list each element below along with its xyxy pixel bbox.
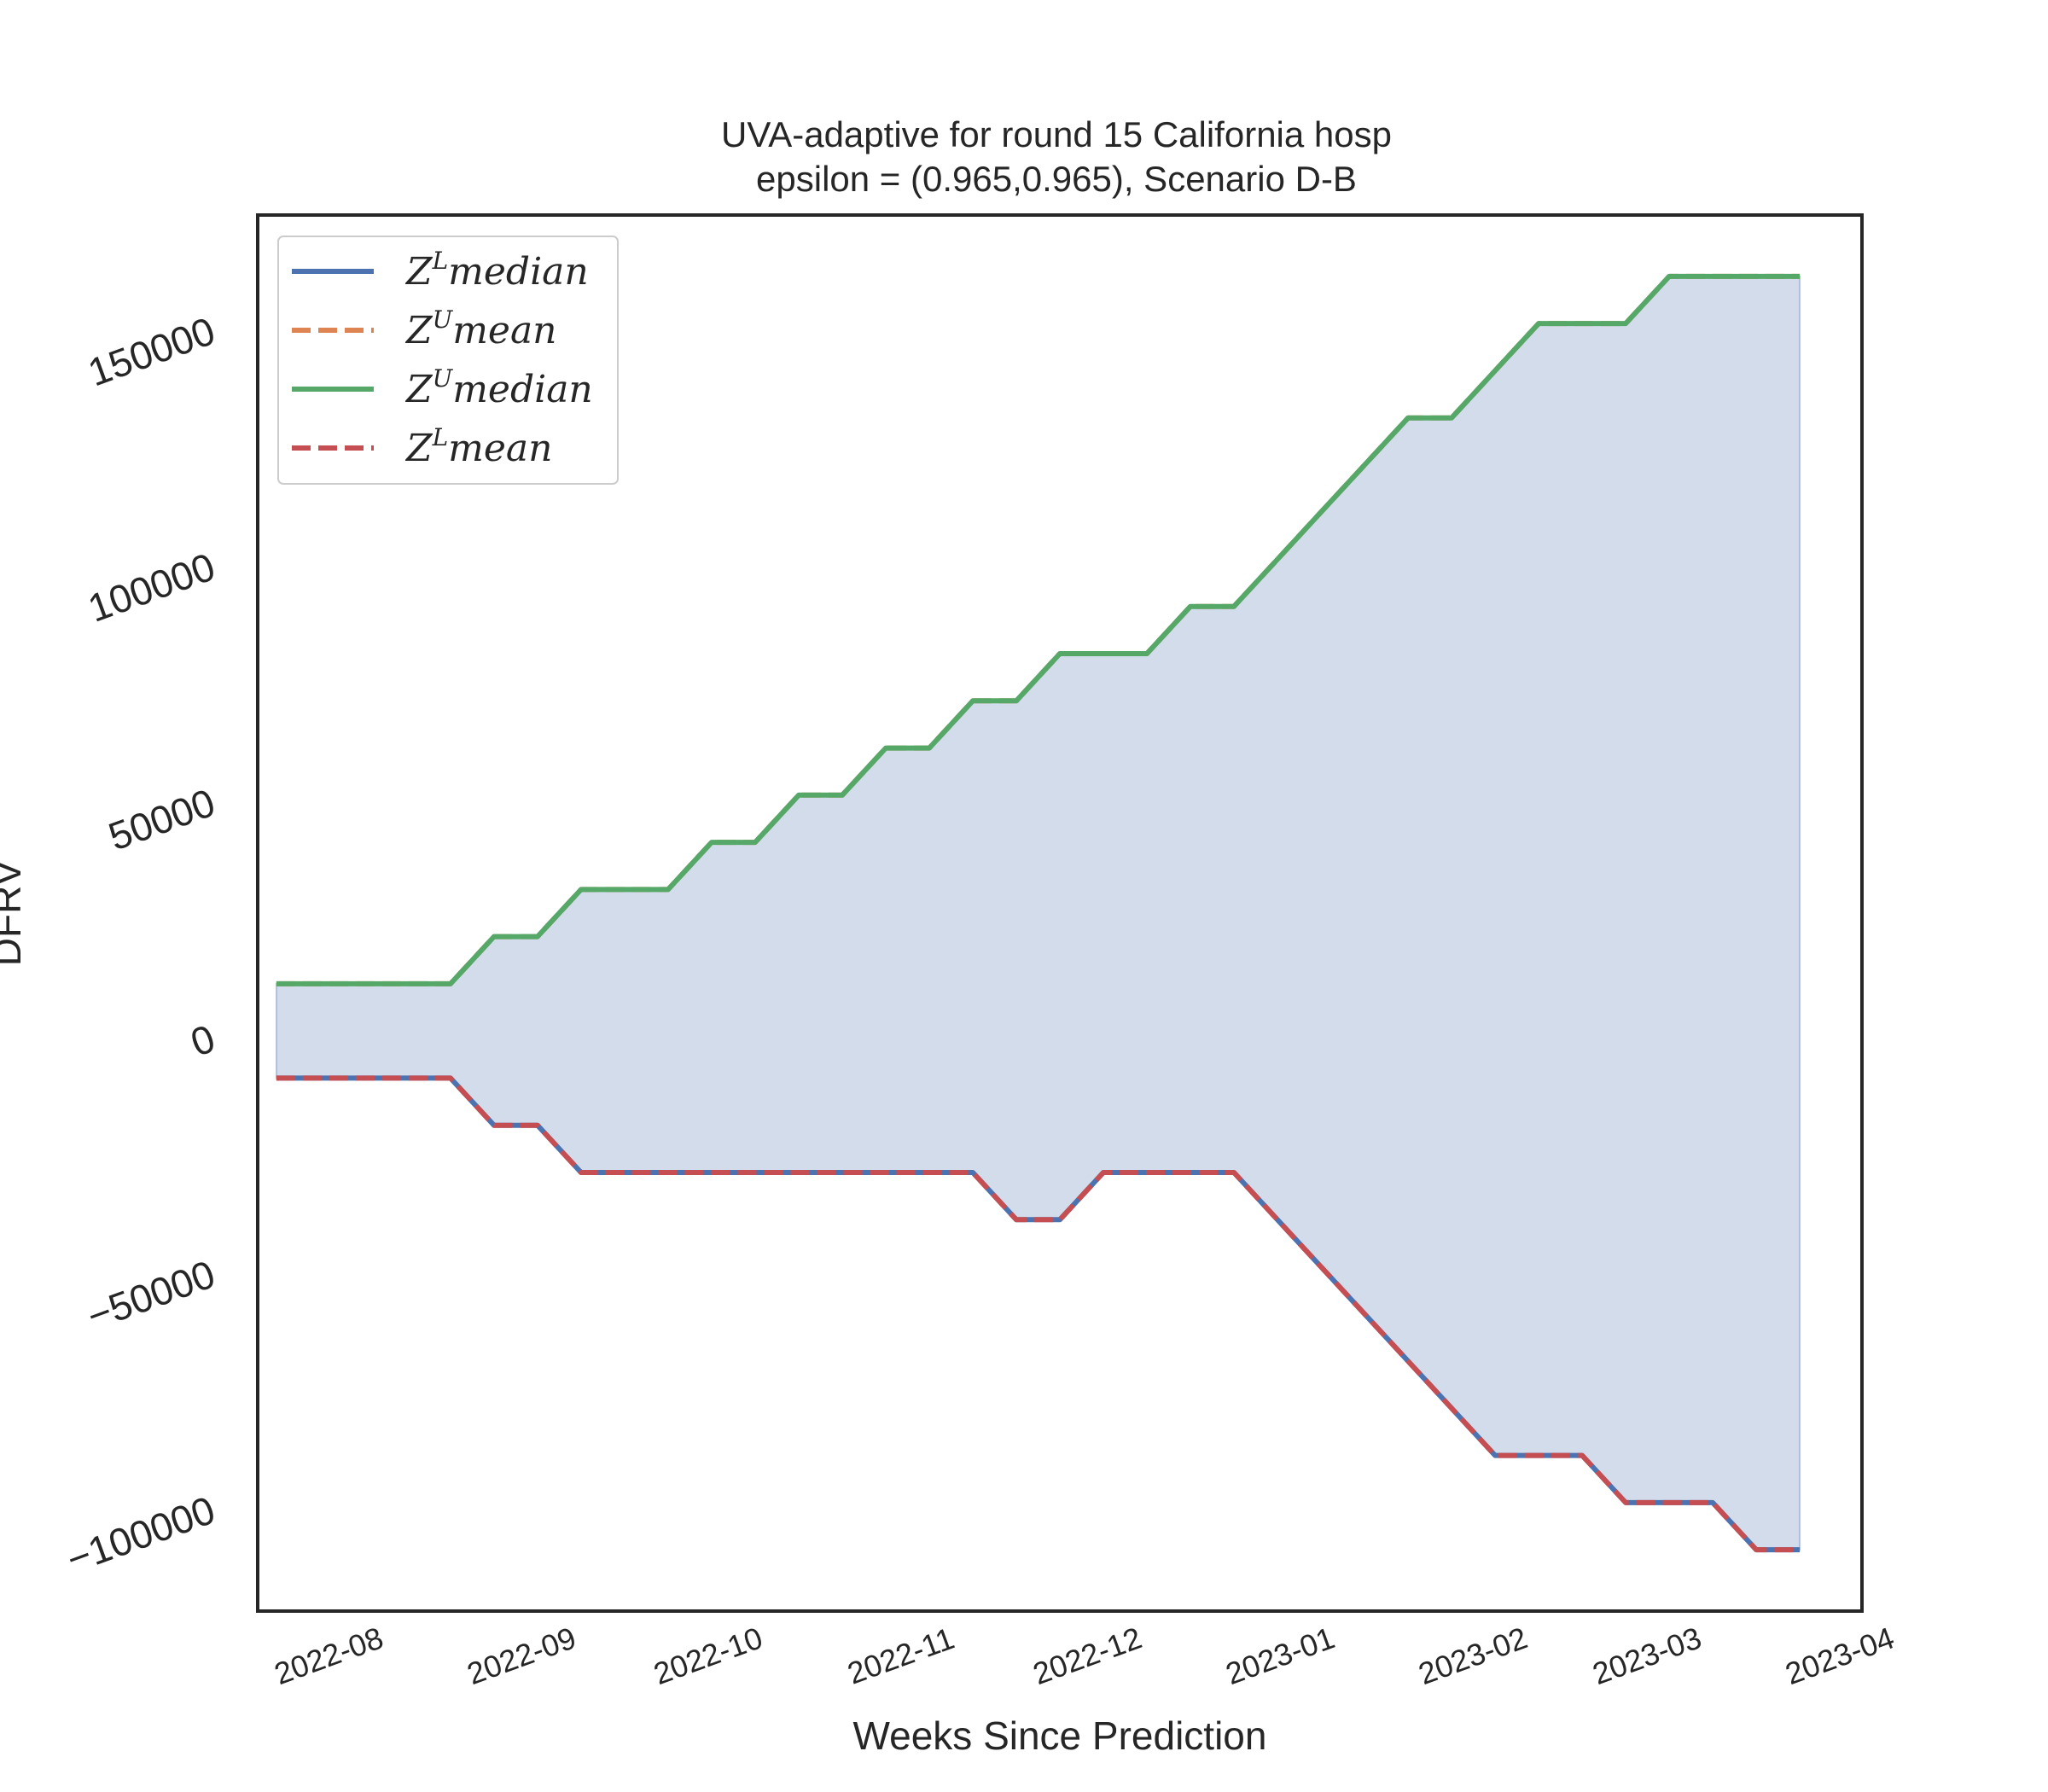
x-tick-label: 2022-09 (463, 1620, 580, 1691)
plot-area (275, 273, 1801, 1553)
plot-frame (256, 213, 1864, 1613)
x-tick-label: 2022-08 (270, 1620, 387, 1691)
legend: ZLmedian ZUmean ZUmedian ZLmean (277, 236, 619, 485)
x-tick-label: 2023-03 (1588, 1620, 1706, 1691)
y-axis-label: DFRV (0, 859, 29, 966)
y-tick-label: 100000 (82, 544, 220, 631)
x-tick-label: 2022-12 (1028, 1620, 1146, 1691)
series-line-zu-median (276, 273, 1801, 986)
legend-label: ZLmedian (404, 247, 589, 294)
y-tick-label: −100000 (61, 1487, 220, 1582)
x-tick-label: 2022-10 (649, 1620, 767, 1691)
x-tick-label: 2022-11 (843, 1620, 959, 1691)
y-tick-label: −50000 (81, 1252, 220, 1339)
x-tick-label: 2023-04 (1781, 1620, 1899, 1691)
series-line-zl-mean (276, 1075, 1801, 1553)
y-tick-label: 150000 (82, 308, 220, 394)
x-axis-ticks: 2022-08 2022-09 2022-10 2022-11 2022-12 2023-… (270, 1620, 1899, 1691)
legend-label: ZUmedian (404, 364, 593, 411)
y-tick-label: 0 (185, 1015, 221, 1065)
chart-title: UVA-adaptive for round 15 California hos… (721, 114, 1392, 154)
x-tick-label: 2023-02 (1414, 1620, 1532, 1691)
y-tick-label: 50000 (102, 780, 220, 859)
x-axis-label: Weeks Since Prediction (853, 1713, 1267, 1758)
y-axis-ticks: −100000 −50000 0 50000 100000 150000 (61, 308, 220, 1581)
legend-label: ZLmean (404, 423, 553, 470)
legend-box (277, 236, 619, 485)
legend-label: ZUmean (404, 305, 557, 352)
x-tick-label: 2023-01 (1221, 1620, 1339, 1691)
chart-subtitle: epsilon = (0.965,0.965), Scenario D-B (756, 159, 1357, 199)
